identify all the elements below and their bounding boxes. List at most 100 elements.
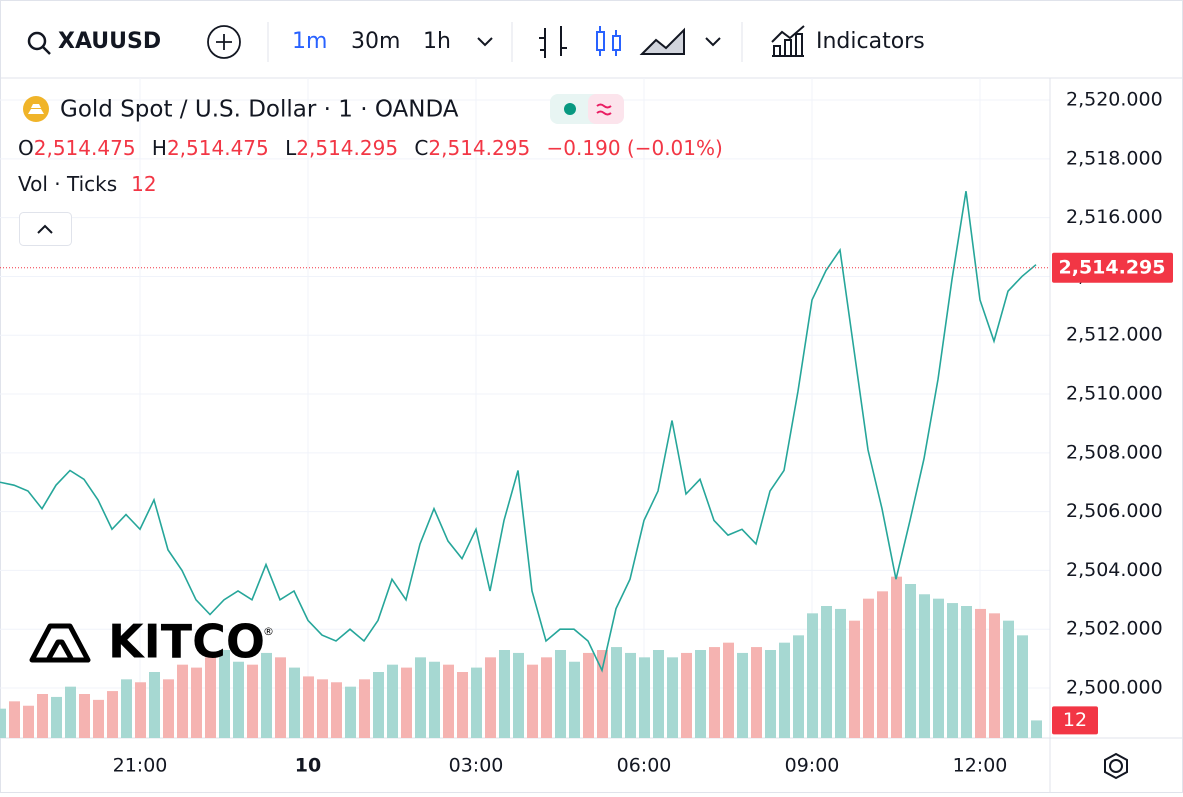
volume-bar	[709, 647, 720, 738]
candle-icon-wicks	[599, 26, 617, 56]
y-tick-label: 2,516.000	[1066, 206, 1163, 228]
logo-mark: ®	[263, 625, 274, 638]
interval[interactable]: 1m	[292, 29, 327, 54]
volume-bar	[275, 657, 286, 738]
volume-bar	[79, 694, 90, 738]
settings-icon	[1104, 752, 1128, 780]
volume-bar	[737, 652, 748, 738]
volume-bar	[765, 650, 776, 738]
volume-bar	[821, 606, 832, 738]
y-tick-label: 2,508.000	[1066, 441, 1163, 463]
logo-text: KITCO	[108, 615, 265, 669]
status-badge	[588, 94, 624, 124]
market-open-dot	[564, 103, 576, 115]
volume-bar	[597, 650, 608, 738]
volume-bar	[359, 679, 370, 738]
toolbar: XAUUSD 1m 30m 1h Indicators	[0, 22, 1183, 79]
y-tick-label: 2,510.000	[1066, 383, 1163, 405]
volume-bar	[625, 652, 636, 738]
volume-bar	[485, 657, 496, 738]
volume-bar	[723, 642, 734, 738]
logo: KITCO ®	[29, 615, 274, 669]
volume-bar	[779, 642, 790, 738]
collapse-arrow	[37, 224, 53, 234]
logo-icon	[29, 623, 91, 663]
volume-bar	[499, 650, 510, 738]
collapse-button[interactable]	[19, 212, 72, 246]
volume-bar	[933, 598, 944, 738]
y-tick-label: 2,512.000	[1066, 324, 1163, 346]
ohlc-value: 2,514.295	[296, 136, 398, 160]
volume-bar	[9, 701, 20, 738]
search-icon-handle	[42, 46, 51, 55]
volume-bar	[989, 613, 1000, 738]
volume-tag-label: 12	[1063, 709, 1087, 731]
search-icon[interactable]	[27, 31, 47, 51]
volume-bar	[387, 664, 398, 738]
volume-legend: Vol · Ticks 12	[18, 172, 157, 196]
ohlc-value: 2,514.475	[167, 136, 269, 160]
volume-value: 12	[131, 172, 156, 196]
dropdown[interactable]	[705, 37, 721, 47]
volume-bar	[807, 613, 818, 738]
ohlc-label: H	[152, 136, 167, 160]
last-price-label: 2,514.295	[1059, 256, 1166, 278]
ohlc: O2,514.475 H2,514.475 L2,514.295 C2,514.…	[18, 136, 723, 160]
y-tick-label: 2,506.000	[1066, 500, 1163, 522]
volume-bar	[317, 679, 328, 738]
volume-bar	[457, 672, 468, 738]
volume-bar	[527, 664, 538, 738]
ohlc-label: L	[285, 136, 297, 160]
settings-icon[interactable]	[1109, 759, 1123, 773]
volume-bar	[401, 667, 412, 738]
volume-bar	[835, 608, 846, 738]
indicators-icon[interactable]	[771, 25, 805, 57]
area-icon[interactable]	[639, 27, 685, 55]
legend-title: Gold Spot / U.S. Dollar · 1 · OANDA	[60, 97, 459, 123]
volume-bar	[177, 664, 188, 738]
x-tick-label: 06:00	[617, 755, 672, 777]
volume-bar	[149, 672, 160, 738]
volume-bar	[681, 652, 692, 738]
volume-bar	[191, 667, 202, 738]
ohlc-change: −0.190 (−0.01%)	[547, 136, 723, 160]
volume-bar	[219, 650, 230, 738]
indicators-button[interactable]: Indicators	[816, 29, 925, 54]
volume-bar	[415, 657, 426, 738]
add-symbol[interactable]	[207, 25, 241, 59]
interval[interactable]: 30m	[351, 29, 400, 54]
volume-bar	[23, 705, 34, 738]
dropdown[interactable]	[477, 37, 493, 47]
volume-bar	[919, 594, 930, 738]
ohlc-value: 2,514.475	[34, 136, 136, 160]
x-tick-label: 12:00	[953, 755, 1008, 777]
volume-bar	[37, 694, 48, 738]
volume-bar	[653, 650, 664, 738]
volume-bar	[751, 647, 762, 738]
volume-bar	[611, 647, 622, 738]
y-tick-label: 2,520.000	[1066, 89, 1163, 111]
delay-icon	[596, 103, 612, 116]
ohlc-value: 2,514.295	[428, 136, 530, 160]
volume-bar	[471, 667, 482, 738]
volume-bar	[891, 576, 902, 738]
volume-bar	[345, 686, 356, 738]
volume-bar	[569, 661, 580, 738]
symbol[interactable]: XAUUSD	[58, 29, 161, 54]
bar-style-icon[interactable]	[539, 26, 567, 58]
x-tick-label: 09:00	[785, 755, 840, 777]
x-tick-label: 10	[295, 755, 321, 777]
volume-bar	[513, 652, 524, 738]
gold-bars	[28, 104, 44, 114]
volume-bar	[261, 652, 272, 738]
volume-bar	[793, 635, 804, 738]
legend: Gold Spot / U.S. Dollar · 1 · OANDA O2,5…	[18, 94, 723, 246]
volume-bar	[975, 608, 986, 738]
ohlc-label: C	[414, 136, 428, 160]
volume-bar	[961, 606, 972, 738]
volume-bar	[331, 682, 342, 738]
interval[interactable]: 1h	[423, 29, 451, 54]
volume-bar	[93, 699, 104, 738]
y-tick-label: 2,504.000	[1066, 559, 1163, 581]
